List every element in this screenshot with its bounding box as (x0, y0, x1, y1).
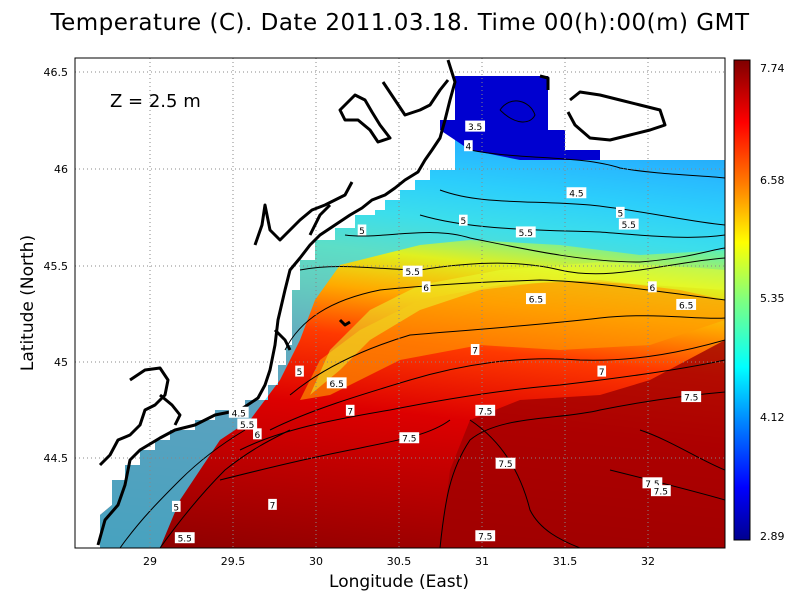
contour-label: 4.5 (569, 190, 583, 200)
contour-label-bg (515, 226, 536, 238)
contour-label-bg (642, 477, 663, 489)
contour-label: 7 (599, 368, 605, 378)
contour-label: 5.5 (622, 221, 636, 231)
contour-label: 7.5 (498, 460, 512, 470)
contour-label: 6.5 (529, 296, 543, 306)
cool-shelf-overlay (100, 140, 725, 548)
contour-label-bg (326, 377, 347, 389)
contour-label-bg (475, 404, 496, 416)
x-tick: 32 (641, 555, 655, 568)
contour-label: 5 (359, 227, 365, 237)
x-axis-ticks: 29 29.5 30 30.5 31 31.5 32 (143, 555, 655, 568)
contour-label: 7 (472, 347, 478, 357)
colorbar-tick: 5.35 (760, 292, 785, 305)
contour-label-bg (495, 457, 516, 469)
contour-label-bg (464, 140, 473, 152)
contour-label-bg (345, 404, 355, 416)
contour-label: 3.5 (468, 123, 482, 133)
contour-label-bg (237, 418, 258, 430)
colorbar-tick: 6.58 (760, 174, 785, 187)
plot-frame (74, 57, 726, 549)
contour-label-bg (174, 532, 195, 544)
contour-label: 5.5 (519, 229, 533, 239)
contour-label-bg (421, 281, 431, 293)
gridlines (75, 58, 725, 548)
y-tick: 45.5 (44, 260, 69, 273)
contour-label: 6.5 (679, 301, 693, 311)
contour-label: 5 (297, 368, 303, 378)
contour-label: 7.5 (684, 394, 698, 404)
contour-label-bg (648, 281, 657, 293)
contour-label-bg (402, 265, 423, 277)
contour-label-bg (459, 214, 468, 226)
contour-label: 5 (173, 503, 179, 513)
cold-core (440, 76, 600, 160)
contour-label: 5.5 (178, 535, 192, 545)
contour-label-bg (475, 530, 496, 542)
colorbar (733, 59, 751, 541)
contour-label: 4.5 (232, 409, 246, 419)
contour-label: 5.5 (405, 268, 419, 278)
contour-label: 6.5 (330, 380, 344, 390)
contour-label: 7.5 (654, 488, 668, 498)
contour-label: 7 (347, 407, 353, 417)
y-tick: 46.5 (44, 66, 69, 79)
x-tick: 30 (309, 555, 323, 568)
contour-label-bg (650, 485, 671, 497)
contour-label: 7 (270, 501, 276, 511)
coastline (96, 59, 667, 546)
contour-label-bg (295, 365, 304, 377)
contour-label-bg (566, 187, 587, 199)
y-tick: 46 (54, 163, 68, 176)
contour-label: 6 (650, 284, 656, 294)
yellow-band (310, 262, 725, 395)
x-tick: 29 (143, 555, 157, 568)
contour-label: 7.5 (478, 407, 492, 417)
contour-label-bg (399, 432, 420, 444)
y-axis-ticks: 46.5 46 45.5 45 44.5 (44, 66, 69, 465)
contour-label-bg (526, 293, 546, 305)
x-tick: 30.5 (387, 555, 412, 568)
contour-label: 6 (423, 284, 429, 294)
contour-label-bg (228, 406, 249, 418)
contour-label-bg (268, 498, 277, 510)
contour-label-bg (618, 218, 639, 230)
contour-label-bg (465, 120, 486, 132)
contour-label-bg (470, 344, 480, 356)
contour-label-bg (597, 365, 607, 377)
depth-label: Z = 2.5 m (110, 91, 201, 112)
contour-label: 5 (617, 209, 623, 219)
contour-label-bg (616, 206, 625, 218)
contour-label: 7.5 (645, 480, 659, 490)
figure-title: Temperature (C). Date 2011.03.18. Time 0… (50, 10, 750, 36)
x-axis-label: Longitude (East) (329, 572, 469, 592)
y-tick: 44.5 (44, 452, 69, 465)
contour-label: 5 (460, 217, 466, 227)
contour-label-bg (357, 224, 367, 236)
contour-label: 5.5 (240, 421, 254, 431)
contour-label-bg (676, 298, 697, 310)
colorbar-ticks: 7.74 6.58 5.35 4.12 2.89 (760, 62, 785, 543)
x-tick: 31.5 (553, 555, 578, 568)
contour-label-bg (681, 391, 702, 403)
contour-label: 7.5 (402, 435, 416, 445)
x-tick: 31 (475, 555, 489, 568)
colorbar-tick: 2.89 (760, 530, 785, 543)
contour-label-bg (171, 500, 181, 512)
y-axis-label: Latitude (North) (18, 235, 38, 371)
contour-label: 7.5 (478, 533, 492, 543)
y-tick: 45 (54, 356, 68, 369)
contour-label-bg (253, 428, 262, 440)
contour-label: 6 (254, 431, 260, 441)
colorbar-tick: 4.12 (760, 411, 785, 424)
colorbar-tick: 7.74 (760, 62, 785, 75)
contour-label: 4 (466, 143, 472, 153)
x-tick: 29.5 (221, 555, 246, 568)
